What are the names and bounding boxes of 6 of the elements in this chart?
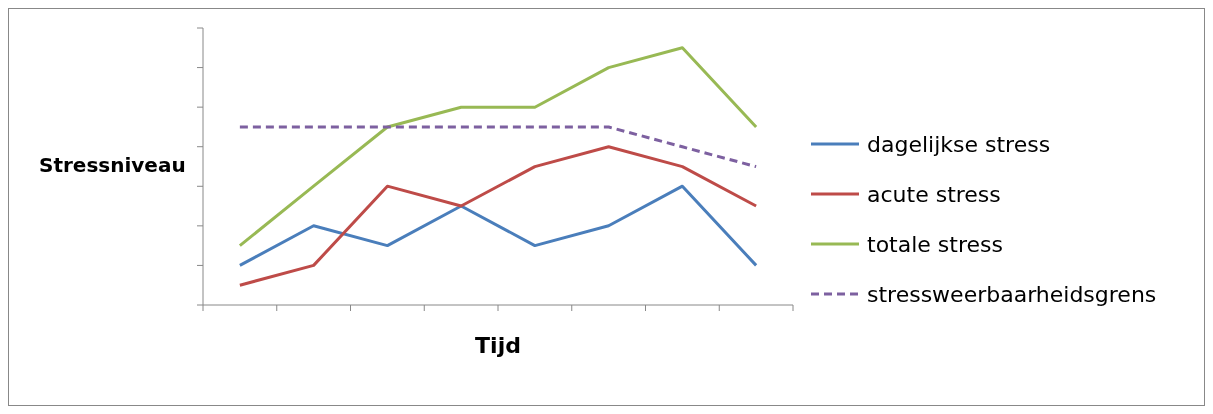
x-axis-title: Tijd xyxy=(475,333,521,358)
legend-label: stressweerbaarheidsgrens xyxy=(867,281,1157,307)
legend-label: acute stress xyxy=(867,181,1001,207)
y-axis-title: Stressniveau xyxy=(39,153,186,177)
legend-label: totale stress xyxy=(867,231,1003,257)
legend-label: dagelijkse stress xyxy=(867,131,1051,157)
